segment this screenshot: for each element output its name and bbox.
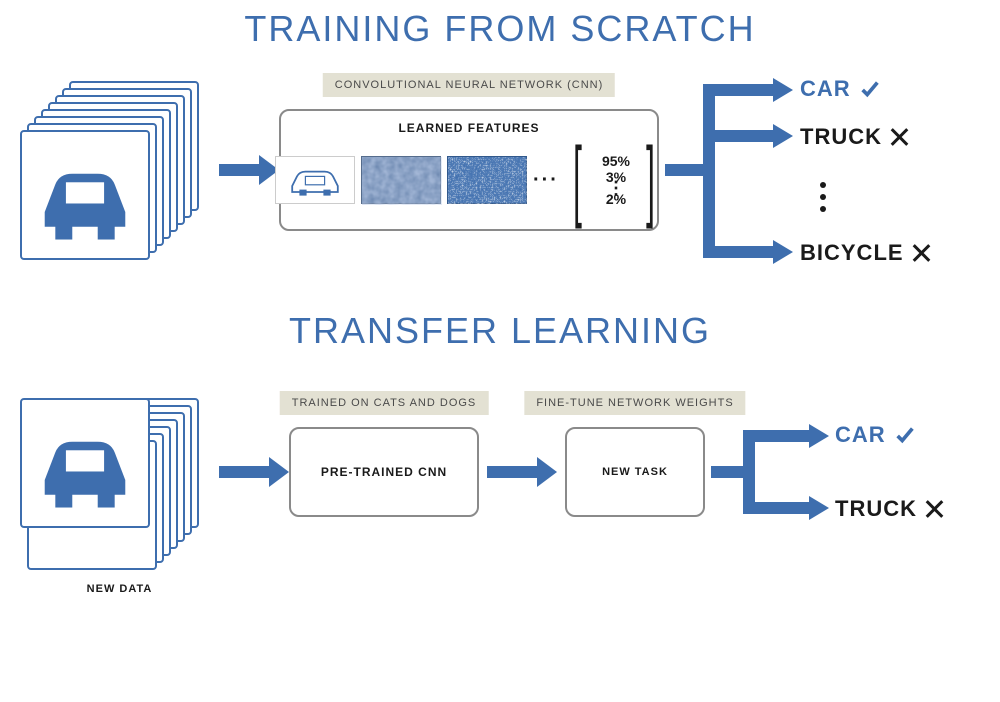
check-icon	[894, 424, 916, 446]
feature-maps: ··· [ 95% 3% ⋮ 2% ]	[275, 145, 663, 215]
arrow-2a	[219, 457, 289, 487]
pretrained-container: TRAINED ON CATS AND DOGS PRE-TRAINED CNN	[289, 427, 479, 517]
out1-car: CAR	[800, 76, 881, 102]
out2-car-label: CAR	[835, 422, 886, 448]
feature-map-1	[275, 156, 355, 204]
out2-car: CAR	[835, 422, 916, 448]
new-data-caption: NEW DATA	[20, 583, 219, 595]
row-transfer: NEW DATA TRAINED ON CATS AND DOGS PRE-TR…	[0, 372, 1000, 572]
arrow-2b	[487, 457, 557, 487]
out2-truck-label: TRUCK	[835, 496, 917, 522]
car-icon	[32, 410, 138, 516]
cross-icon	[925, 500, 943, 518]
pretrained-box-label: PRE-TRAINED CNN	[321, 465, 447, 479]
newtask-box: NEW TASK	[565, 427, 705, 517]
stack2-wrapper: NEW DATA	[0, 349, 219, 595]
out1-bicycle: BICYCLE	[800, 240, 930, 266]
arrow-1	[219, 155, 279, 185]
prob-2: 2%	[606, 191, 626, 207]
ellipsis-icon: ···	[533, 169, 559, 192]
image-stack-2	[20, 398, 199, 577]
cnn-tag: CONVOLUTIONAL NEURAL NETWORK (CNN)	[323, 73, 615, 97]
cnn-container: CONVOLUTIONAL NEURAL NETWORK (CNN) LEARN…	[279, 109, 659, 231]
cnn-box: LEARNED FEATURES ···	[279, 109, 659, 231]
image-stack-1	[20, 81, 199, 260]
car-icon	[32, 142, 138, 248]
stack-card-front	[20, 130, 150, 260]
prob-0: 95%	[602, 153, 630, 169]
row-scratch: CONVOLUTIONAL NEURAL NETWORK (CNN) LEARN…	[0, 70, 1000, 270]
out1-truck-label: TRUCK	[800, 124, 882, 150]
newtask-container: FINE-TUNE NETWORK WEIGHTS NEW TASK	[565, 427, 705, 517]
bracket-left-icon: [	[573, 145, 582, 215]
stack-card-front	[20, 398, 150, 528]
pretrained-box: PRE-TRAINED CNN	[289, 427, 479, 517]
out2-truck: TRUCK	[835, 496, 943, 522]
outputs-2: CAR TRUCK	[711, 402, 931, 542]
bracket-right-icon: ]	[646, 145, 655, 215]
feature-map-2	[361, 156, 441, 204]
feature-map-3	[447, 156, 527, 204]
probabilities: 95% 3% ⋮ 2%	[602, 153, 630, 207]
pretrained-tag: TRAINED ON CATS AND DOGS	[280, 391, 489, 415]
out1-bicycle-label: BICYCLE	[800, 240, 904, 266]
title-scratch: TRAINING FROM SCRATCH	[0, 8, 1000, 50]
title-transfer: TRANSFER LEARNING	[0, 310, 1000, 352]
cross-icon	[890, 128, 908, 146]
check-icon	[859, 78, 881, 100]
out1-car-label: CAR	[800, 76, 851, 102]
cross-icon	[912, 244, 930, 262]
cnn-box-title: LEARNED FEATURES	[398, 121, 539, 135]
outputs-1: CAR TRUCK BICYCLE	[665, 70, 925, 270]
out1-truck: TRUCK	[800, 124, 908, 150]
output-vdots-icon	[820, 182, 826, 212]
newtask-box-label: NEW TASK	[602, 466, 668, 478]
